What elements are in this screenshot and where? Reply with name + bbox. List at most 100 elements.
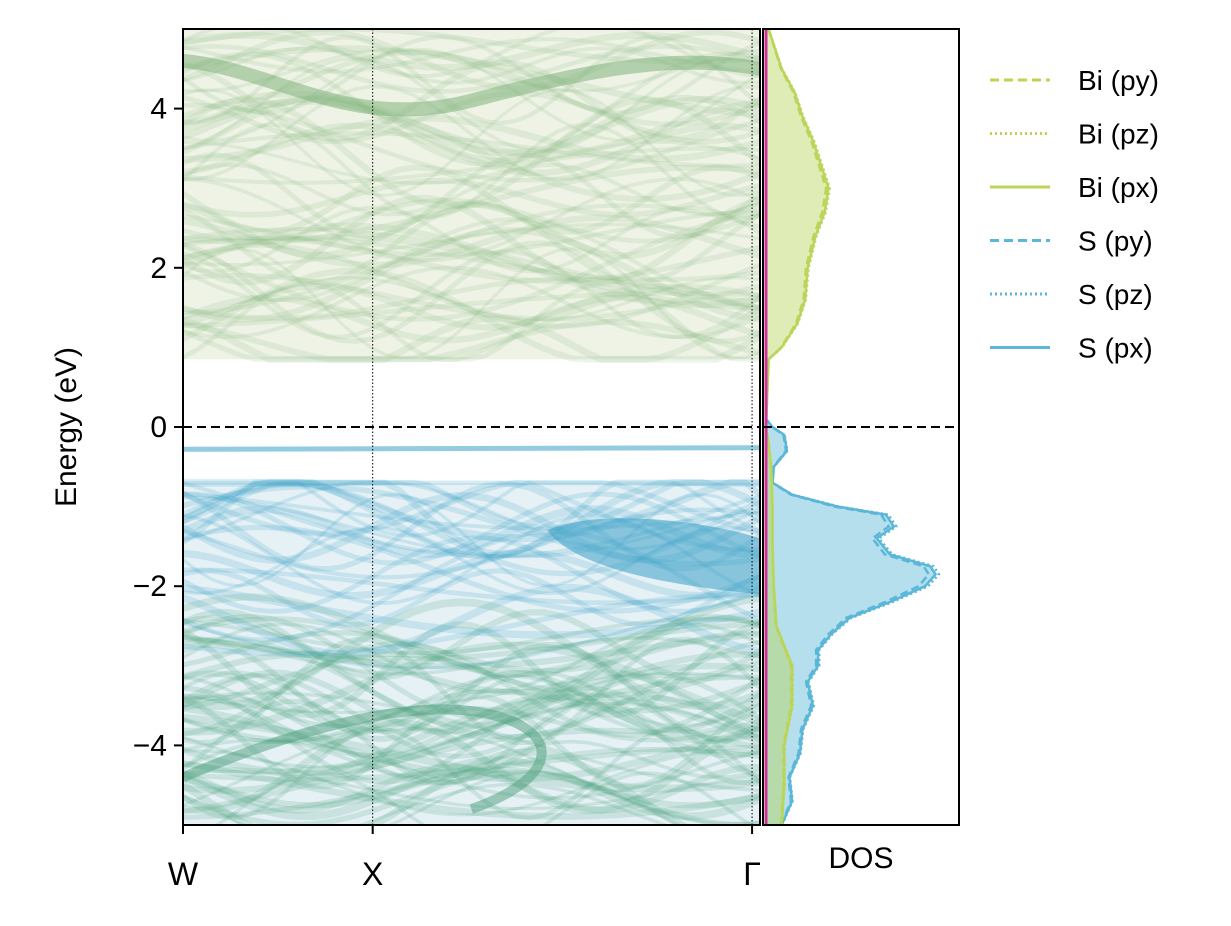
- conduction-band: [183, 97, 760, 159]
- valence-band: [183, 673, 760, 759]
- conduction-band: [183, 48, 760, 93]
- conduction-band: [183, 122, 760, 177]
- valence-band: [183, 651, 760, 696]
- conduction-band: [183, 227, 760, 309]
- conduction-band: [183, 29, 760, 79]
- valence-band: [183, 568, 760, 628]
- dos-panel: DOS: [762, 28, 960, 875]
- valence-band: [183, 598, 760, 711]
- y-tick-label: 2: [150, 252, 167, 285]
- legend-label: Bi (py): [1078, 65, 1159, 96]
- valence-band: [183, 746, 760, 820]
- valence-band: [183, 622, 760, 694]
- y-tick-label: 0: [150, 411, 167, 444]
- conduction-band: [183, 29, 760, 92]
- band-weights-layer: [183, 29, 760, 825]
- valence-band: [183, 491, 760, 566]
- valence-band: [183, 535, 760, 614]
- conduction-band: [183, 131, 760, 168]
- conduction-band: [183, 294, 760, 344]
- conduction-band: [183, 234, 760, 284]
- band-structure-panel: [182, 28, 761, 826]
- y-tick-label: 4: [150, 93, 167, 126]
- valence-band: [183, 636, 760, 676]
- valence-band: [183, 492, 760, 588]
- deep-valence-band: [183, 704, 547, 814]
- valence-band: [183, 671, 760, 715]
- valence-band: [183, 641, 760, 743]
- valence-band: [183, 621, 760, 719]
- valence-band: [183, 763, 760, 814]
- conduction-band: [183, 103, 760, 183]
- valence-band: [183, 636, 760, 746]
- conduction-band: [183, 122, 760, 220]
- valence-band: [183, 662, 760, 777]
- valence-band: [183, 593, 760, 670]
- conduction-band: [183, 240, 760, 344]
- conduction-band: [183, 96, 760, 210]
- conduction-band: [183, 59, 760, 143]
- valence-band: [183, 769, 760, 825]
- y-axis: 4 2 0 −2 −4: [133, 93, 183, 762]
- conduction-band: [183, 94, 760, 164]
- valence-band: [183, 685, 760, 785]
- legend-label: Bi (px): [1078, 172, 1159, 203]
- conduction-band: [183, 88, 760, 198]
- conduction-band: [183, 222, 760, 309]
- conduction-band: [183, 203, 760, 315]
- conduction-band: [183, 43, 760, 94]
- valence-band: [183, 651, 760, 714]
- conduction-band: [183, 164, 760, 235]
- valence-band: [183, 507, 760, 580]
- conduction-band: [183, 242, 760, 329]
- valence-band: [183, 691, 760, 793]
- valence-band: [183, 694, 760, 786]
- conduction-band: [183, 31, 760, 71]
- conduction-band: [183, 247, 760, 360]
- valence-band: [183, 616, 760, 698]
- conduction-band: [183, 51, 760, 167]
- conduction-band: [183, 234, 760, 311]
- conduction-band: [183, 177, 760, 218]
- dos-axis-label: DOS: [828, 842, 893, 875]
- valence-band: [183, 693, 760, 759]
- valence-band: [183, 670, 760, 734]
- conduction-band: [183, 209, 760, 257]
- y-tick-label: −4: [133, 729, 167, 762]
- conduction-band: [183, 281, 760, 362]
- valence-band: [183, 641, 760, 736]
- dos-fill-s--px-: [766, 419, 936, 825]
- conduction-band: [183, 91, 760, 203]
- conduction-band: [183, 284, 760, 362]
- valence-band: [183, 592, 760, 657]
- conduction-band: [183, 140, 760, 185]
- conduction-band: [183, 84, 760, 182]
- dos-line-dotted-s--px-: [765, 418, 941, 825]
- conduction-band: [183, 45, 760, 118]
- valence-band: [183, 713, 760, 793]
- valence-band: [183, 584, 760, 639]
- dos-curves-layer: [764, 29, 941, 825]
- conduction-band: [183, 217, 760, 303]
- conduction-band: [183, 227, 760, 323]
- valence-band: [183, 749, 760, 817]
- conduction-band: [183, 290, 760, 329]
- conduction-band: [183, 47, 760, 142]
- conduction-band: [183, 177, 760, 263]
- valence-band: [183, 549, 760, 600]
- conduction-band: [183, 34, 760, 116]
- valence-band: [183, 727, 760, 825]
- legend-label: S (px): [1078, 333, 1153, 364]
- conduction-band: [183, 146, 760, 185]
- conduction-band: [183, 267, 760, 363]
- conduction-band: [183, 197, 760, 244]
- valence-band: [183, 584, 760, 659]
- valence-band: [183, 480, 760, 537]
- valence-band: [183, 480, 760, 538]
- dos-line-dashed-bi--px-: [764, 29, 828, 825]
- valence-band: [183, 748, 690, 825]
- valence-band: [183, 704, 760, 783]
- valence-band: [183, 636, 760, 740]
- y-tick-label: −2: [133, 570, 167, 603]
